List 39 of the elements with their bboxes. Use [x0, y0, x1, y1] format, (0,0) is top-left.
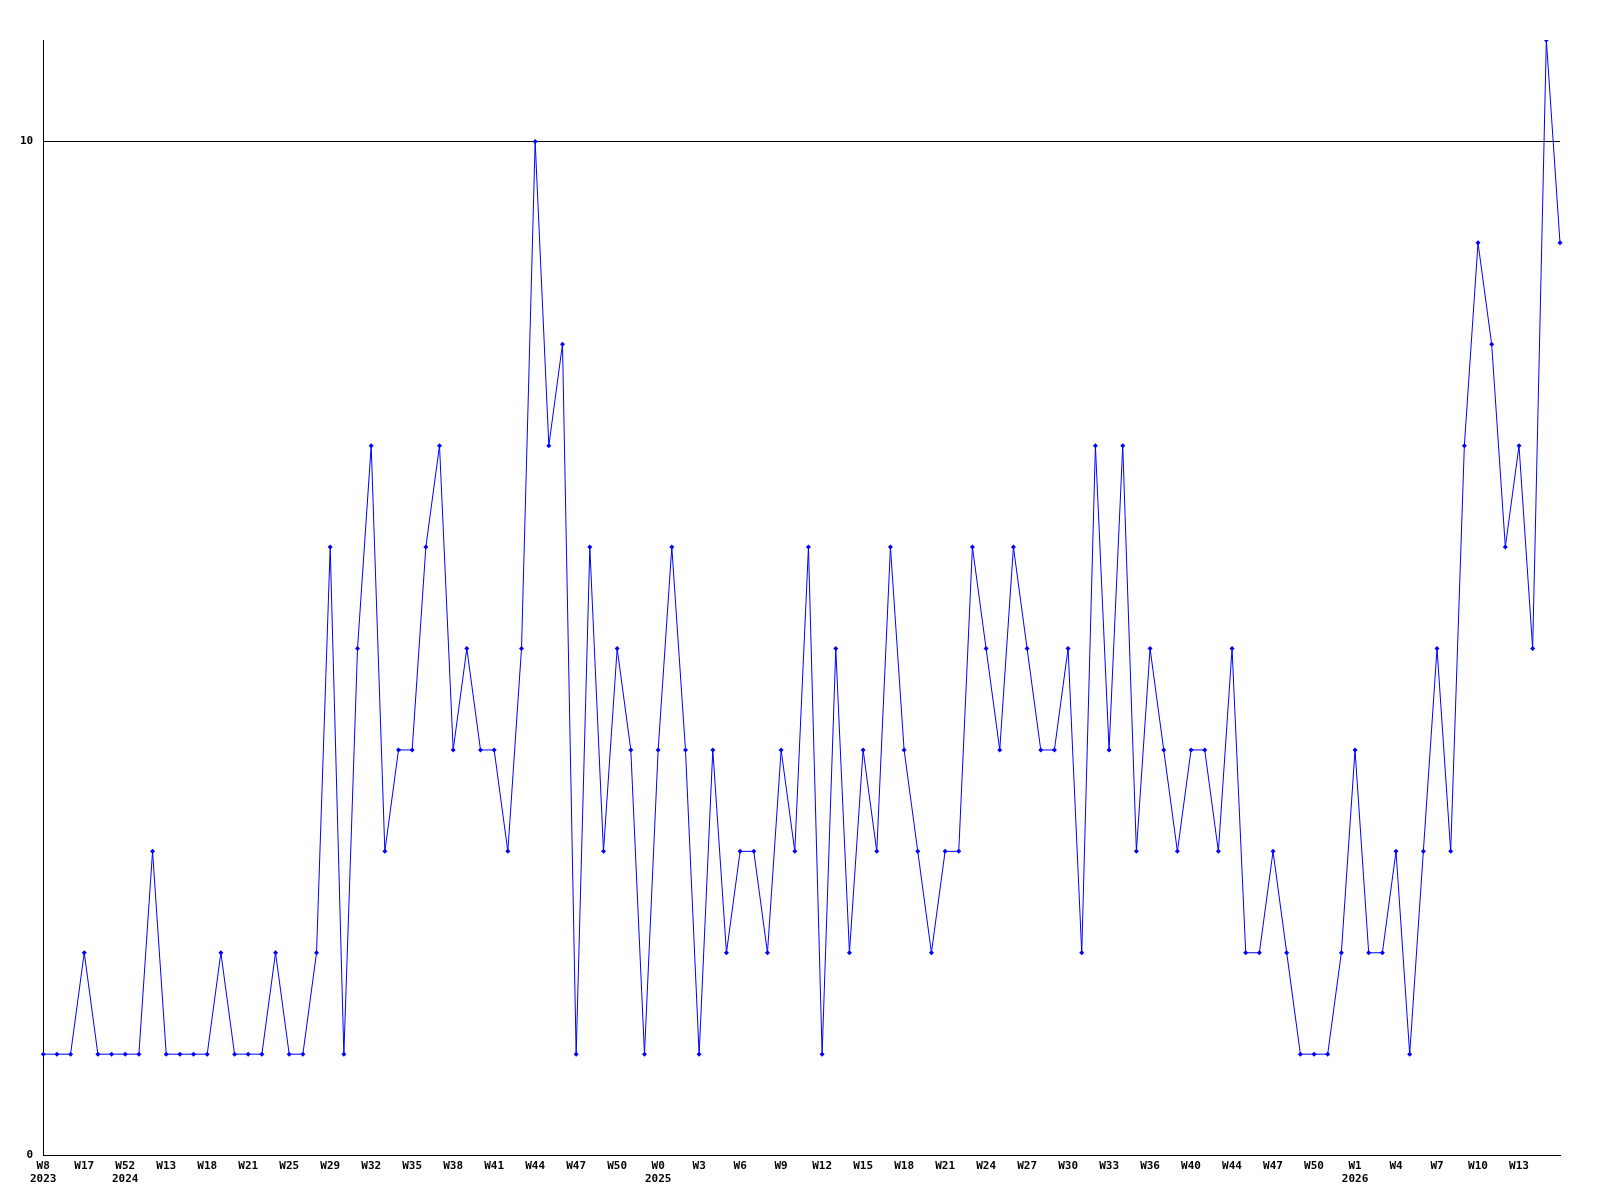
- x-tick-label: W1 2026: [1341, 1159, 1369, 1186]
- x-tick-label: W44: [1222, 1159, 1243, 1173]
- x-tick-label: W13: [156, 1159, 177, 1173]
- x-tick-label: W3: [692, 1159, 706, 1173]
- x-tick-label: W40: [1181, 1159, 1201, 1173]
- x-tick-label: W7: [1430, 1159, 1444, 1173]
- x-tick-label: W12: [812, 1159, 833, 1173]
- x-tick-label: W9: [774, 1159, 788, 1173]
- x-tick-label: W21: [935, 1159, 956, 1173]
- x-tick-label: W47: [566, 1159, 587, 1173]
- x-tick-label: W18: [894, 1159, 915, 1173]
- x-tick-label: W41: [484, 1159, 505, 1173]
- x-tick-label: W32: [361, 1159, 382, 1173]
- x-tick-label: W13: [1509, 1159, 1529, 1173]
- x-tick-label: W21: [238, 1159, 259, 1173]
- x-tick-label: W6: [733, 1159, 748, 1173]
- x-tick-label: W8 2023: [30, 1159, 57, 1186]
- x-tick-label: W27: [1017, 1159, 1038, 1173]
- x-tick-label: W17: [74, 1159, 95, 1173]
- x-tick-label: W50: [1304, 1159, 1324, 1173]
- x-tick-label: W36: [1140, 1159, 1161, 1173]
- x-tick-label: W30: [1058, 1159, 1079, 1173]
- x-tick-label: W25: [279, 1159, 300, 1173]
- x-tick-label: W33: [1099, 1159, 1120, 1173]
- x-tick-label: W18: [197, 1159, 218, 1173]
- x-tick-label: W50: [607, 1159, 628, 1173]
- x-tick-label: W52 2024: [111, 1159, 139, 1186]
- x-tick-label: W0 2025: [644, 1159, 672, 1186]
- x-tick-label: W38: [443, 1159, 464, 1173]
- x-tick-label: W24: [976, 1159, 997, 1173]
- x-tick-label: W4: [1389, 1159, 1404, 1173]
- x-tick-label: W15: [853, 1159, 874, 1173]
- x-tick-label: W35: [402, 1159, 423, 1173]
- y-tick-label: 0: [26, 1148, 34, 1162]
- x-tick-label: W10: [1468, 1159, 1488, 1173]
- x-tick-label: W47: [1263, 1159, 1283, 1173]
- x-tick-label: W29: [320, 1159, 341, 1173]
- x-tick-label: W44: [525, 1159, 546, 1173]
- y-tick-label: 10: [20, 134, 34, 148]
